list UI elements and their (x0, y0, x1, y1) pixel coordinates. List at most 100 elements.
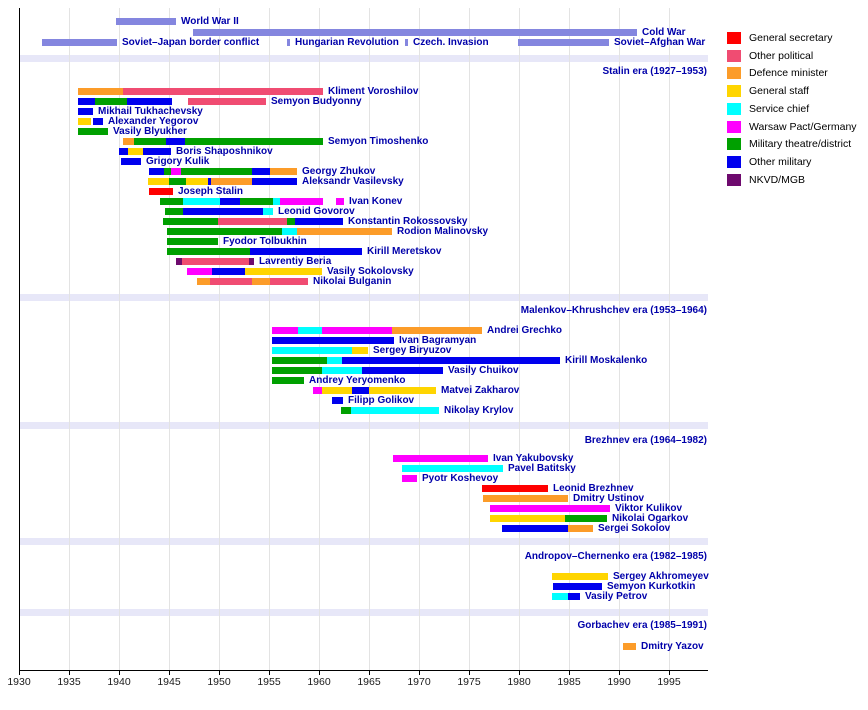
gridline (219, 8, 220, 670)
tick-label: 1950 (207, 676, 231, 688)
timeline-bar-segment (298, 327, 322, 334)
timeline-bar-segment (568, 525, 593, 532)
person-label: Pyotr Koshevoy (422, 473, 499, 484)
person-label: Pavel Batitsky (508, 463, 576, 474)
axis-x (19, 670, 708, 671)
timeline-bar-segment (249, 258, 254, 265)
timeline-bar-segment (552, 573, 608, 580)
era-label: Andropov–Chernenko era (1982–1985) (524, 551, 707, 562)
era-label: Brezhnev era (1964–1982) (584, 435, 707, 446)
tick-label: 1965 (357, 676, 381, 688)
tick-mark (669, 670, 670, 675)
timeline-bar-segment (287, 218, 295, 225)
timeline-bar-segment (352, 387, 369, 394)
timeline-bar-segment (252, 278, 270, 285)
timeline-bar-segment (166, 138, 185, 145)
war-label: World War II (181, 16, 239, 27)
tick-label: 1985 (557, 676, 581, 688)
timeline-bar-segment (95, 98, 127, 105)
timeline-bar-segment (272, 327, 298, 334)
timeline-bar-segment (245, 268, 322, 275)
timeline-bar-segment (182, 258, 249, 265)
legend-label: Service chief (749, 103, 810, 115)
timeline-bar-segment (188, 98, 266, 105)
person-label: Dmitry Ustinov (573, 493, 645, 504)
tick-label: 1980 (507, 676, 531, 688)
person-label: Mikhail Tukhachevsky (98, 106, 203, 117)
gridline (269, 8, 270, 670)
legend-label: Other military (749, 156, 812, 168)
timeline-bar-segment (568, 593, 580, 600)
person-label: Filipp Golikov (348, 395, 415, 406)
person-label: Vasily Petrov (585, 591, 648, 602)
person-label: Vasily Blyukher (113, 126, 187, 137)
timeline-bar-segment (402, 465, 503, 472)
timeline-bar-segment (143, 148, 171, 155)
timeline-bar-segment (165, 208, 183, 215)
timeline-bar-segment (123, 138, 134, 145)
person-label: Ivan Yakubovsky (493, 453, 574, 464)
timeline-bar-segment (121, 158, 141, 165)
war-bar (287, 39, 290, 46)
person-label: Sergei Sokolov (598, 523, 671, 534)
timeline-bar-segment (185, 138, 323, 145)
timeline-bar-segment (297, 228, 392, 235)
timeline-bar-segment (134, 138, 166, 145)
timeline-bar-segment (313, 387, 322, 394)
timeline-bar-segment (369, 387, 436, 394)
timeline-bar-segment (327, 357, 342, 364)
timeline-bar-segment (502, 525, 568, 532)
person-label: Semyon Kurkotkin (607, 581, 696, 592)
timeline-bar-segment (78, 118, 91, 125)
era-band (20, 609, 708, 616)
timeline-bar-segment (171, 168, 181, 175)
person-label: Alexander Yegorov (108, 116, 199, 127)
timeline-bar-segment (127, 98, 172, 105)
tick-label: 1945 (157, 676, 181, 688)
person-label: Fyodor Tolbukhin (223, 236, 307, 247)
timeline-bar-segment (176, 258, 182, 265)
war-label: Soviet–Japan border conflict (122, 37, 260, 48)
war-label: Hungarian Revolution (295, 37, 399, 48)
person-label: Kirill Meretskov (367, 246, 442, 257)
tick-mark (169, 670, 170, 675)
tick-label: 1990 (607, 676, 631, 688)
legend-swatch (727, 67, 741, 79)
timeline-bar-segment (270, 278, 308, 285)
legend-swatch (727, 156, 741, 168)
person-label: Boris Shaposhnikov (176, 146, 273, 157)
timeline-bar-segment (181, 168, 252, 175)
timeline-bar-segment (164, 168, 171, 175)
tick-mark (319, 670, 320, 675)
timeline-bar-segment (490, 505, 610, 512)
era-label: Gorbachev era (1985–1991) (577, 620, 707, 631)
tick-label: 1995 (657, 676, 681, 688)
timeline-bar-segment (295, 218, 343, 225)
person-label: Lavrentiy Beria (259, 256, 332, 267)
gridline (469, 8, 470, 670)
timeline-bar-segment (352, 347, 368, 354)
timeline-bar-segment (393, 455, 488, 462)
person-label: Grigory Kulik (146, 156, 210, 167)
tick-mark (219, 670, 220, 675)
timeline-bar-segment (186, 178, 208, 185)
era-band (20, 55, 708, 62)
war-bar (518, 39, 609, 46)
gridline (669, 8, 670, 670)
legend-label: General secretary (749, 32, 833, 44)
timeline-bar-segment (342, 357, 560, 364)
timeline-bar-segment (78, 128, 108, 135)
timeline-bar-segment (482, 485, 548, 492)
person-label: Semyon Budyonny (271, 96, 362, 107)
legend-swatch (727, 174, 741, 186)
timeline-bar-segment (341, 407, 351, 414)
timeline-bar-segment (119, 148, 128, 155)
person-label: Sergey Biryuzov (373, 345, 452, 356)
war-bar (116, 18, 176, 25)
person-label: Andrei Grechko (487, 325, 563, 336)
tick-label: 1930 (7, 676, 31, 688)
legend-swatch (727, 103, 741, 115)
timeline-bar-segment (128, 148, 143, 155)
tick-mark (19, 670, 20, 675)
timeline-bar-segment (402, 475, 417, 482)
